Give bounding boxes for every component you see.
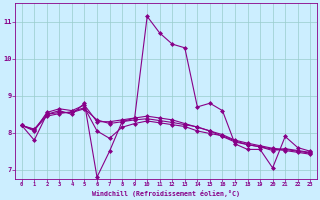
X-axis label: Windchill (Refroidissement éolien,°C): Windchill (Refroidissement éolien,°C) <box>92 190 240 197</box>
